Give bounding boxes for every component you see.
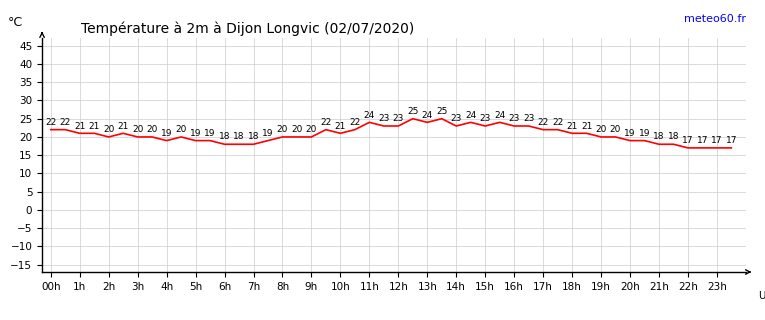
Text: 20: 20 bbox=[132, 125, 143, 134]
Text: 20: 20 bbox=[306, 125, 317, 134]
Text: 20: 20 bbox=[103, 125, 115, 134]
Text: 20: 20 bbox=[277, 125, 288, 134]
Text: 18: 18 bbox=[653, 132, 665, 141]
Text: 24: 24 bbox=[363, 111, 375, 120]
Text: 18: 18 bbox=[233, 132, 245, 141]
Text: 24: 24 bbox=[422, 111, 433, 120]
Text: 22: 22 bbox=[350, 118, 360, 127]
Text: 22: 22 bbox=[60, 118, 71, 127]
Text: 19: 19 bbox=[262, 129, 274, 138]
Text: 23: 23 bbox=[509, 114, 520, 123]
Text: 23: 23 bbox=[480, 114, 491, 123]
Text: 18: 18 bbox=[219, 132, 230, 141]
Text: 17: 17 bbox=[711, 136, 723, 145]
Text: 18: 18 bbox=[668, 132, 679, 141]
Text: 21: 21 bbox=[74, 122, 86, 131]
Text: Température à 2m à Dijon Longvic (02/07/2020): Température à 2m à Dijon Longvic (02/07/… bbox=[81, 21, 414, 36]
Text: 21: 21 bbox=[89, 122, 100, 131]
Text: 20: 20 bbox=[610, 125, 621, 134]
Text: UTC: UTC bbox=[759, 291, 765, 301]
Text: 23: 23 bbox=[523, 114, 534, 123]
Text: 19: 19 bbox=[204, 129, 216, 138]
Text: 23: 23 bbox=[392, 114, 404, 123]
Text: 20: 20 bbox=[595, 125, 607, 134]
Text: 20: 20 bbox=[146, 125, 158, 134]
Text: 24: 24 bbox=[465, 111, 477, 120]
Text: 17: 17 bbox=[682, 136, 694, 145]
Text: 24: 24 bbox=[494, 111, 506, 120]
Text: 25: 25 bbox=[436, 107, 448, 116]
Text: 19: 19 bbox=[161, 129, 172, 138]
Text: 21: 21 bbox=[335, 122, 346, 131]
Text: 23: 23 bbox=[451, 114, 462, 123]
Text: 19: 19 bbox=[639, 129, 650, 138]
Text: 17: 17 bbox=[697, 136, 708, 145]
Text: 23: 23 bbox=[378, 114, 389, 123]
Text: 17: 17 bbox=[726, 136, 737, 145]
Text: 22: 22 bbox=[45, 118, 57, 127]
Text: 18: 18 bbox=[248, 132, 259, 141]
Text: 21: 21 bbox=[581, 122, 592, 131]
Text: 22: 22 bbox=[321, 118, 331, 127]
Text: °C: °C bbox=[8, 16, 23, 29]
Text: 21: 21 bbox=[118, 122, 129, 131]
Text: 22: 22 bbox=[538, 118, 549, 127]
Text: 22: 22 bbox=[552, 118, 563, 127]
Text: meteo60.fr: meteo60.fr bbox=[684, 14, 746, 24]
Text: 19: 19 bbox=[624, 129, 636, 138]
Text: 19: 19 bbox=[190, 129, 201, 138]
Text: 20: 20 bbox=[175, 125, 187, 134]
Text: 20: 20 bbox=[291, 125, 303, 134]
Text: 25: 25 bbox=[407, 107, 418, 116]
Text: 21: 21 bbox=[566, 122, 578, 131]
